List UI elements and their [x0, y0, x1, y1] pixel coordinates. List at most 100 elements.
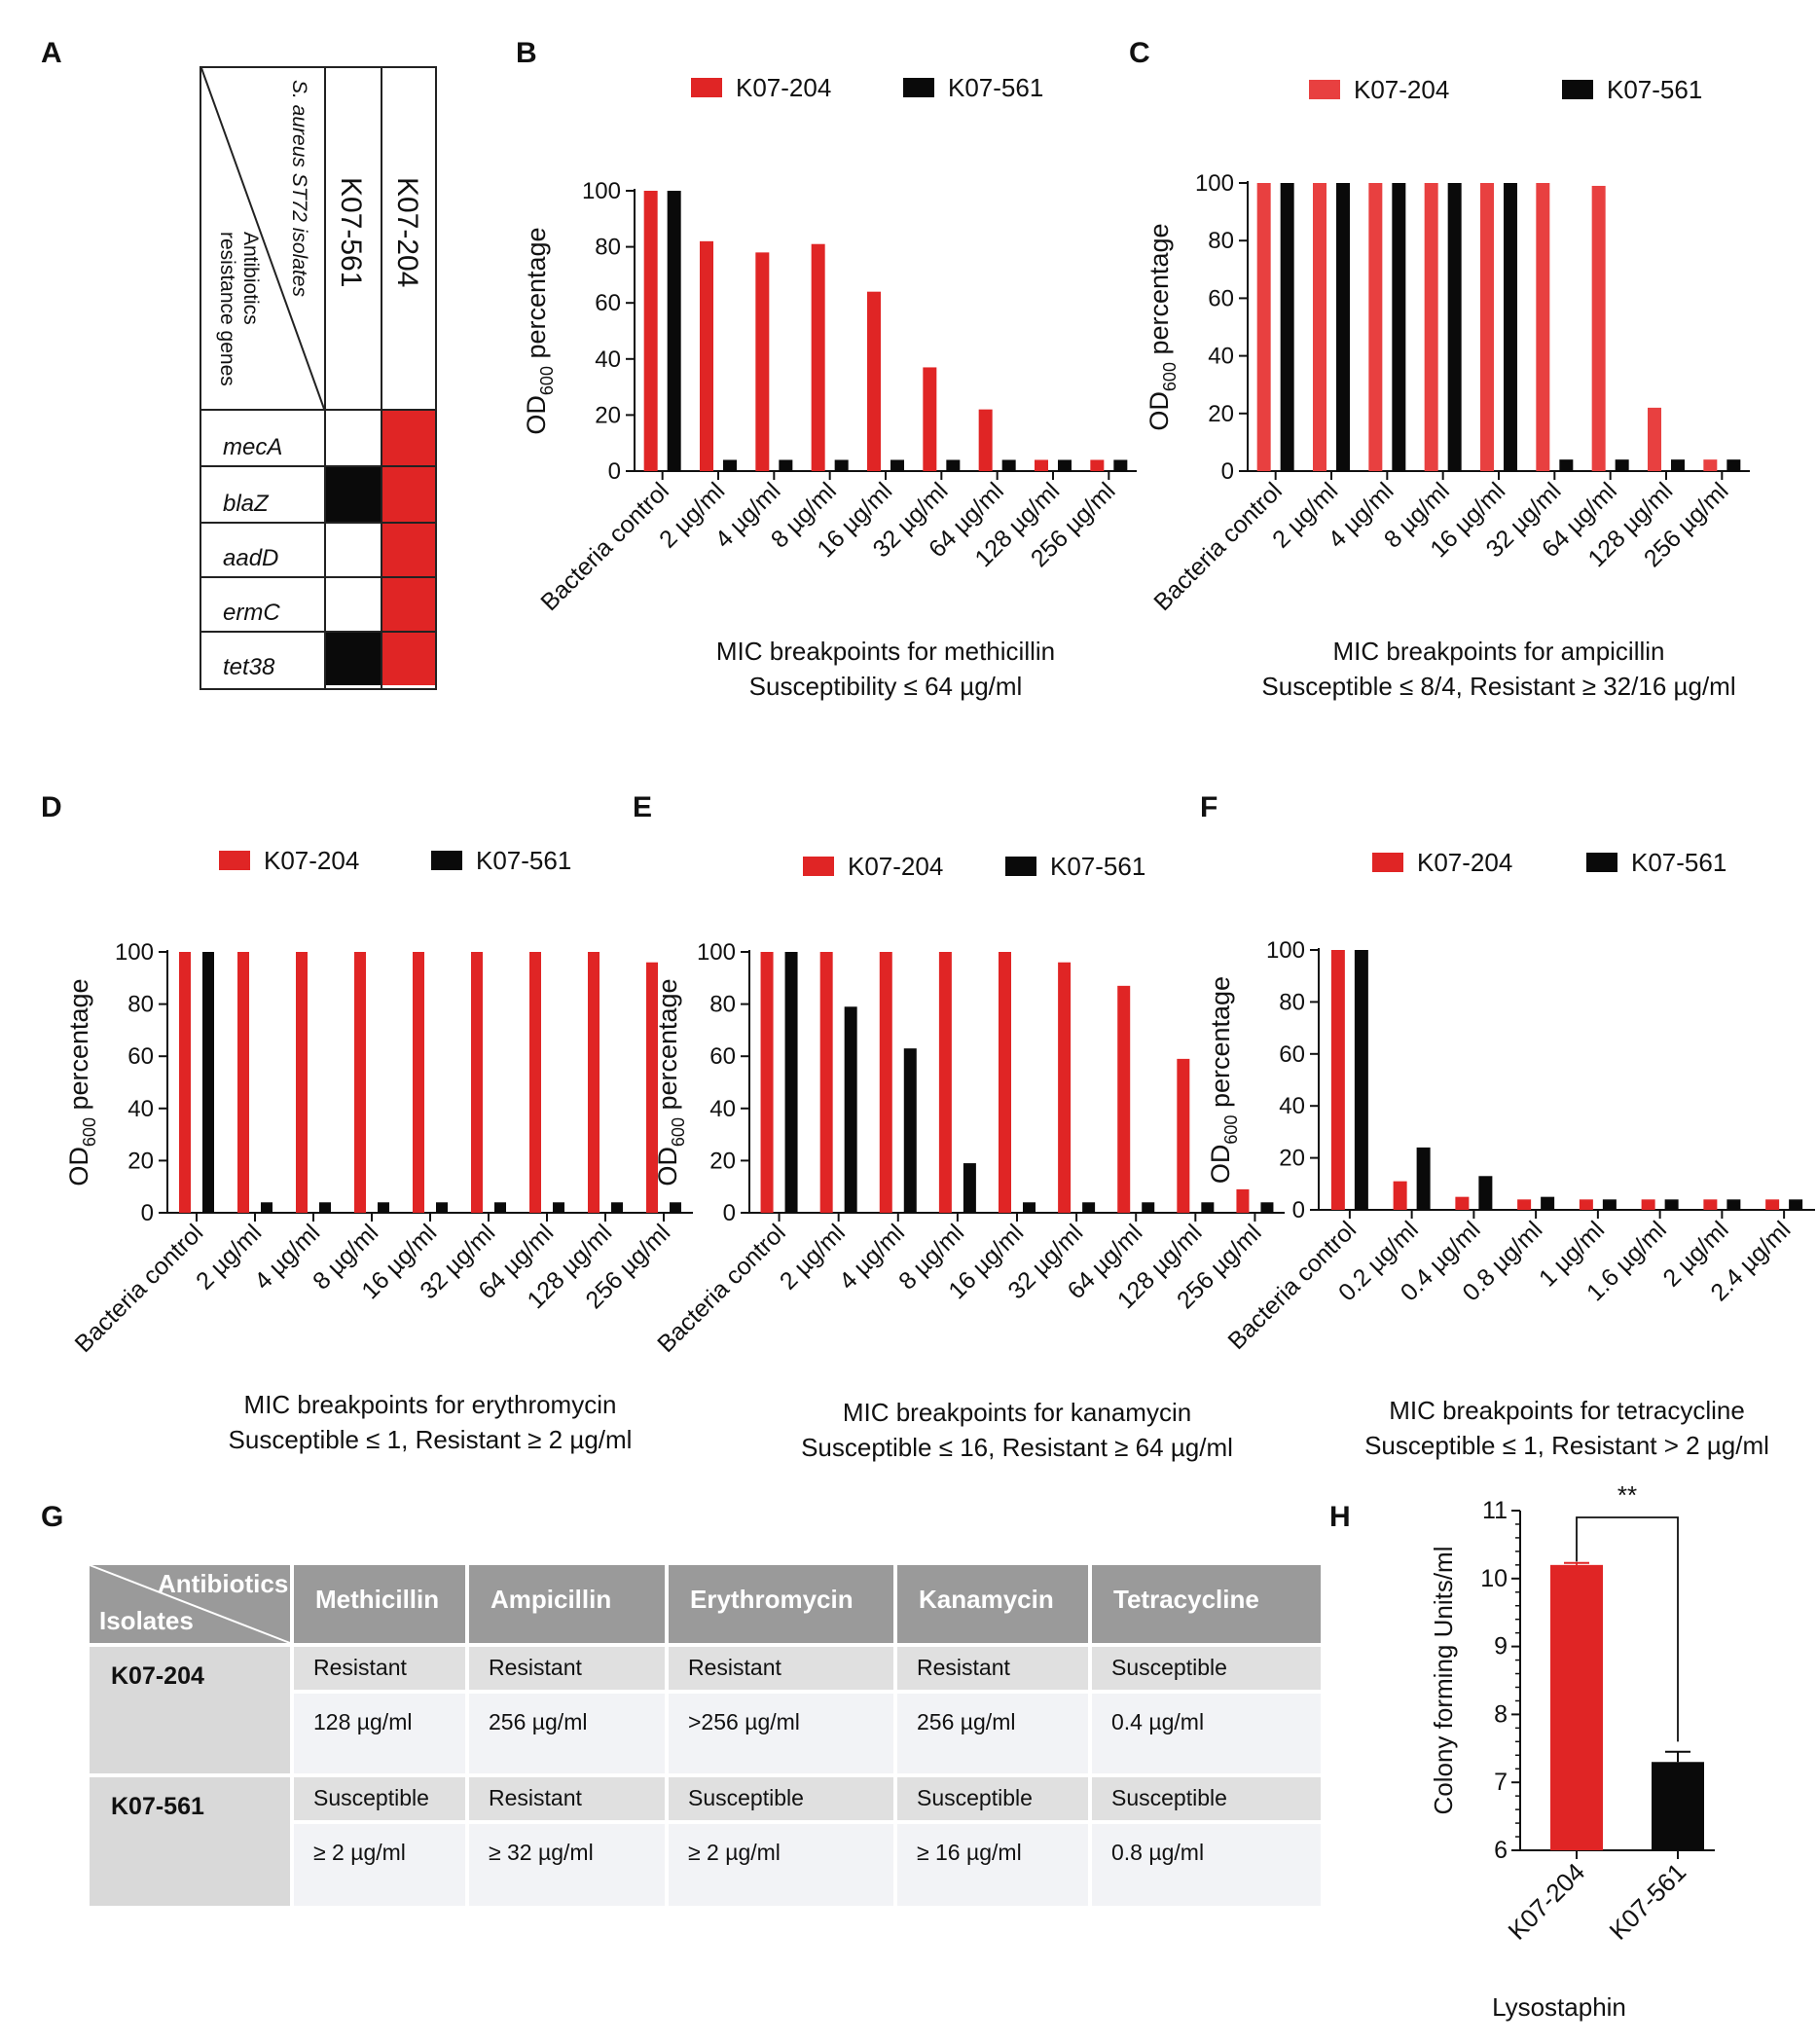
column-header-label: Erythromycin: [690, 1585, 854, 1614]
legend-swatch: [903, 78, 934, 97]
isolate-header-k07-561: K07-561: [335, 177, 367, 288]
chart-title: MIC breakpoints for tetracycline: [1389, 1396, 1745, 1425]
panel-label-h: H: [1329, 1501, 1351, 1533]
column-header-methicillin: Methicillin: [294, 1565, 465, 1643]
chart-subtitle: Susceptible ≤ 16, Resistant ≥ 64 µg/ml: [801, 1433, 1233, 1462]
legend-label: K07-561: [476, 846, 571, 875]
bar-k07-561: [378, 1202, 389, 1213]
chart-title: MIC breakpoints for kanamycin: [843, 1398, 1191, 1427]
bar-k07-561: [1652, 1762, 1704, 1850]
corner-antibiotics: Antibiotics: [158, 1569, 289, 1598]
mic-text: 256 µg/ml: [489, 1709, 588, 1734]
chart-methicillin: K07-204 K07-561 0 20 40 60 80 100 OD600 percenta…: [522, 73, 1137, 701]
corner-diagonal: [89, 1564, 291, 1644]
bar-k07-204: [760, 952, 774, 1213]
bar-k07-204: [1550, 1564, 1603, 1850]
y-tick-label: 100: [582, 178, 621, 204]
y-tick-label: 80: [595, 235, 621, 261]
y-tick-label: 6: [1494, 1837, 1508, 1864]
bar-k07-561: [1789, 1199, 1803, 1210]
y-tick-label: 20: [595, 402, 621, 428]
y-tick-label: 100: [1266, 937, 1305, 964]
legend-label: K07-204: [264, 846, 359, 875]
bar-k07-561: [319, 1202, 331, 1213]
bar-k07-561: [1142, 1202, 1155, 1213]
y-tick-label: 40: [709, 1096, 736, 1122]
corner-isolates: Isolates: [99, 1606, 194, 1635]
status-cell: Resistant: [294, 1647, 465, 1690]
status-cell: Resistant: [897, 1647, 1088, 1690]
x-tick-label: K07-204: [1503, 1857, 1591, 1946]
table-corner: Antibiotics Isolates: [89, 1564, 291, 1644]
bar-k07-561: [903, 1048, 917, 1213]
bar-k07-204: [179, 952, 191, 1213]
bar-k07-204: [819, 952, 833, 1213]
legend-label: K07-204: [1417, 848, 1512, 877]
row-divider: [201, 522, 435, 524]
y-tick-label: 20: [1279, 1146, 1305, 1172]
status-text: Susceptible: [1111, 1655, 1227, 1680]
bar-k07-561: [834, 459, 849, 471]
bar-k07-561: [202, 952, 214, 1213]
legend-swatch: [1562, 80, 1593, 99]
bar-k07-561: [1336, 183, 1350, 471]
bar-k07-204: [237, 952, 249, 1213]
cell-k07-204-blaz: [382, 467, 435, 522]
panel-label-c: C: [1129, 37, 1150, 69]
gene-label-aadd: aadD: [223, 545, 279, 571]
bar-k07-204: [1455, 1196, 1470, 1210]
bar-k07-561: [946, 459, 961, 471]
status-text: Susceptible: [688, 1785, 804, 1810]
status-text: Resistant: [688, 1655, 781, 1680]
mic-cell: 256 µg/ml: [469, 1694, 665, 1773]
cell-k07-561-meca: [326, 411, 381, 465]
x-tick-label: 2 µg/ml: [191, 1219, 267, 1295]
col-divider: [381, 68, 382, 688]
mic-text: 256 µg/ml: [917, 1709, 1016, 1734]
status-cell: Susceptible: [1092, 1647, 1321, 1690]
chart-ampicillin: K07-204 K07-561 0 20 40 60 80 100 OD600 percenta…: [1145, 75, 1750, 701]
legend-label: K07-204: [1354, 75, 1449, 104]
legend-label: K07-561: [1631, 848, 1726, 877]
column-header-label: Kanamycin: [919, 1585, 1054, 1614]
bar-k07-204: [588, 952, 600, 1213]
y-axis-label: OD600 percentage: [1145, 223, 1180, 430]
bar-k07-204: [1424, 183, 1438, 471]
panel-label-d: D: [41, 791, 62, 823]
mic-cell: >256 µg/ml: [669, 1694, 893, 1773]
x-tick-label: Bacteria control: [652, 1219, 791, 1358]
bar-k07-204: [1703, 1199, 1718, 1210]
bar-k07-204: [938, 952, 952, 1213]
chart-subtitle: Susceptible ≤ 1, Resistant ≥ 2 µg/ml: [229, 1425, 633, 1454]
mic-text: >256 µg/ml: [688, 1709, 800, 1734]
status-text: Susceptible: [313, 1785, 429, 1810]
susceptibility-table: Antibiotics Isolates Methicillin Ampicill…: [89, 1564, 1321, 1906]
bar-k07-561: [1280, 183, 1294, 471]
y-tick-label: 80: [709, 992, 736, 1018]
column-header-kanamycin: Kanamycin: [897, 1565, 1088, 1643]
bar-k07-204: [529, 952, 541, 1213]
bar-k07-561: [844, 1006, 857, 1213]
significance-label: **: [1617, 1480, 1637, 1510]
chart-title: MIC breakpoints for methicillin: [716, 637, 1055, 666]
y-axis-label: OD600 percentage: [522, 227, 557, 434]
y-tick-label: 100: [697, 939, 736, 966]
cell-k07-561-tet38: [326, 633, 381, 685]
status-cell: Susceptible: [897, 1777, 1088, 1820]
isolate-label: K07-561: [111, 1793, 204, 1820]
y-tick-label: 80: [127, 992, 154, 1018]
y-tick-label: 0: [1292, 1197, 1305, 1223]
y-tick-label: 0: [1221, 458, 1234, 485]
bar-k07-561: [1664, 1199, 1679, 1210]
y-tick-label: 100: [115, 939, 154, 966]
status-cell: Resistant: [469, 1647, 665, 1690]
y-tick-label: 60: [1208, 285, 1234, 311]
legend-swatch: [1372, 853, 1403, 872]
column-header-erythromycin: Erythromycin: [669, 1565, 893, 1643]
bar-k07-204: [1480, 183, 1494, 471]
isolate-label: K07-204: [111, 1662, 204, 1690]
x-tick-label: Bacteria control: [70, 1219, 209, 1358]
bar-k07-561: [1001, 459, 1016, 471]
isolate-cell-k07-204: K07-204: [90, 1647, 290, 1773]
bar-k07-561: [670, 1202, 681, 1213]
